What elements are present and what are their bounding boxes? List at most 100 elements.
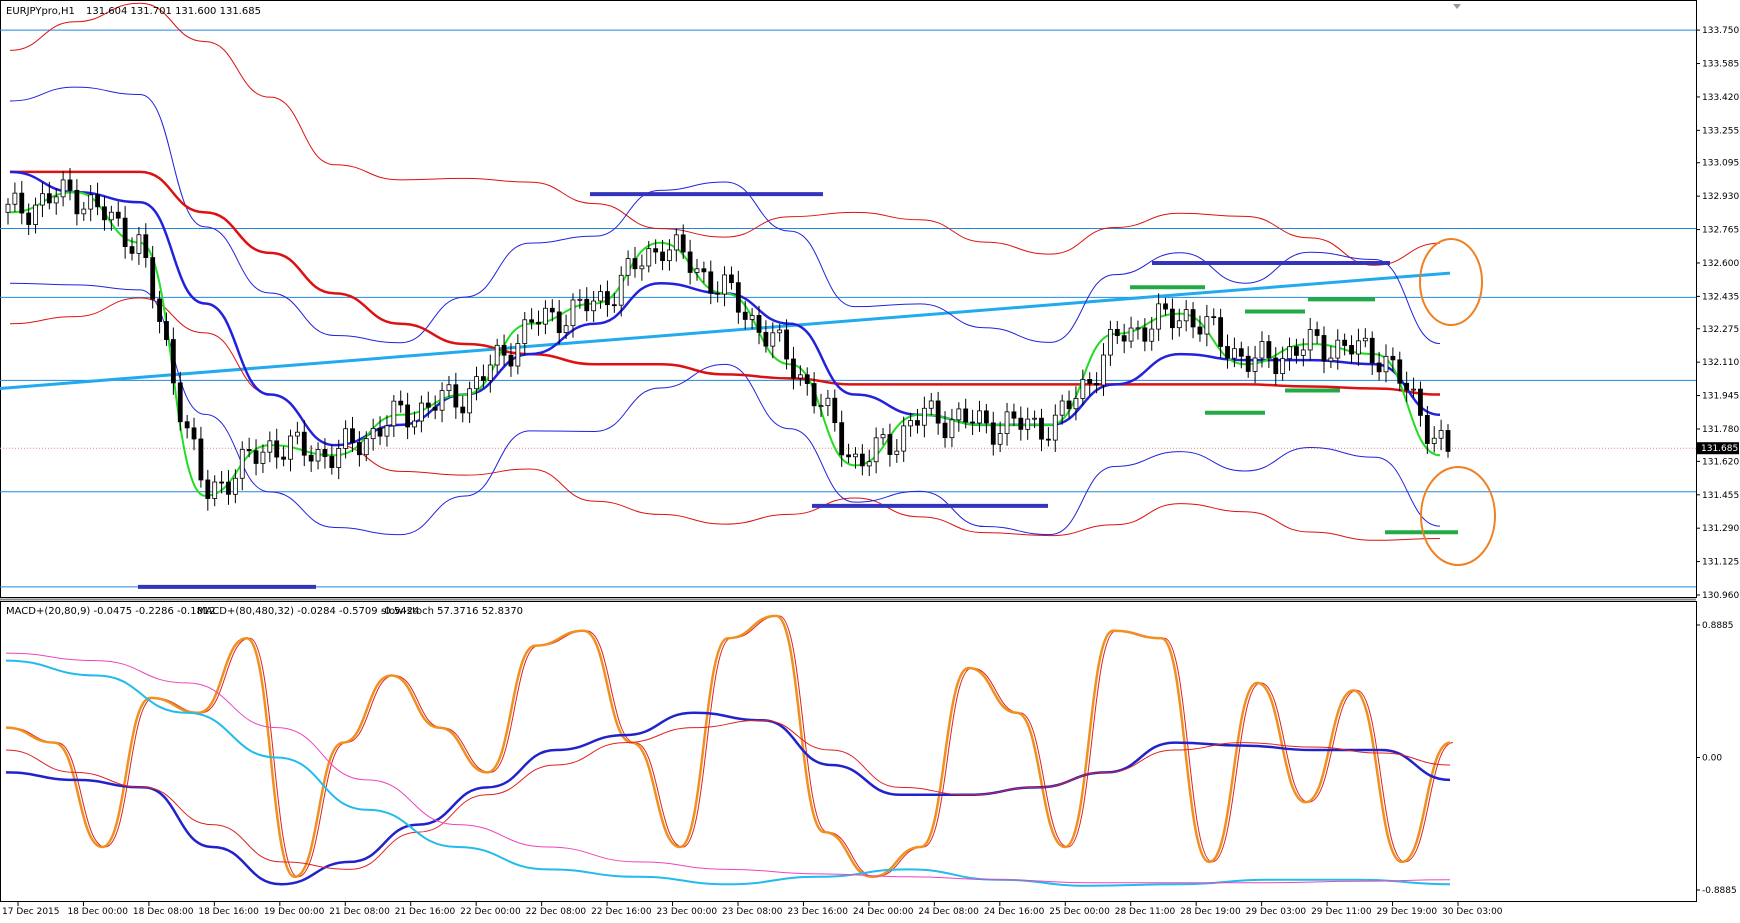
oscillator-lines [5,614,1454,887]
candle-body [1349,345,1354,355]
candle-body [1059,400,1065,416]
candle-body [673,234,679,251]
time-tick-label: 29 Dec 19:00 [1377,907,1438,917]
candle-body [81,208,87,215]
candle-body [432,406,438,411]
candle-body [618,274,624,306]
time-tick-label: 19 Dec 00:00 [264,907,325,917]
time-tick-label: 18 Dec 00:00 [67,907,128,917]
candle-body [1445,430,1451,452]
candle-body [1238,348,1244,357]
candle-body [129,246,135,254]
candle-body [660,251,665,262]
time-tick-label: 24 Dec 16:00 [984,907,1045,917]
candle-body [391,400,397,427]
candle-body [1266,341,1272,359]
current-price-box [1697,442,1739,455]
candle-body [853,453,858,458]
trendline[interactable] [0,271,1451,390]
candlesticks [5,168,1451,511]
price-tick-label: 132.110 [1702,358,1739,368]
candle-body [1080,379,1086,399]
price-tick-label: 133.255 [1702,126,1739,136]
candle-body [1149,328,1155,342]
candle-body [770,332,776,347]
candle-body [308,454,314,462]
candle-body [1211,316,1217,319]
price-tick-label: 132.600 [1702,259,1739,269]
candle-body [990,422,996,445]
candle-body [1411,388,1416,391]
candle-body [625,258,631,276]
candle-body [680,234,686,253]
scroll-marker-icon[interactable] [1453,4,1461,9]
candle-body [115,211,121,219]
candle-body [412,420,417,428]
candle-body [1259,341,1265,359]
candle-body [846,454,851,458]
candle-body [570,299,576,327]
candle-body [1128,327,1134,342]
candle-body [563,325,569,334]
highlight-circle-top[interactable] [1419,238,1483,326]
candle-body [184,421,190,429]
candle-body [481,376,486,381]
time-tick-label: 22 Dec 16:00 [591,907,652,917]
candle-body [1397,359,1403,384]
candle-body [584,298,590,312]
candle-body [88,194,94,210]
price-tick-label: 132.435 [1702,292,1739,302]
candle-body [446,384,452,391]
time-tick-label: 21 Dec 16:00 [395,907,456,917]
candle-body [667,249,672,262]
indicator-tick-label: 0.8885 [1702,621,1734,631]
candle-body [1287,346,1292,360]
candle-body [577,298,583,301]
price-tick-label: 133.750 [1702,26,1739,36]
candle-body [26,212,32,225]
time-tick-label: 24 Dec 08:00 [918,907,979,917]
candle-body [915,420,920,426]
candle-body [95,194,100,208]
candle-body [33,204,38,225]
candle-body [591,300,597,312]
candle-body [294,431,300,437]
candle-body [632,258,638,270]
candle-body [301,431,307,456]
candle-body [515,343,521,367]
candle-body [1101,354,1106,386]
candle-body [425,402,431,408]
price-tick-label: 130.960 [1702,591,1739,601]
candle-body [74,189,80,215]
candle-body [122,217,128,248]
candle-body [356,442,362,456]
candle-body [1032,417,1038,420]
candle-body [322,449,328,457]
highlight-circle-bottom[interactable] [1420,466,1496,566]
candle-body [1197,326,1203,335]
candle-body [797,374,803,379]
candle-body [19,192,25,214]
candle-body [150,257,156,300]
candle-body [1176,320,1182,329]
candle-body [701,268,707,273]
candle-body [811,383,817,407]
time-tick-label: 28 Dec 11:00 [1115,907,1176,917]
candle-body [742,311,748,320]
candle-body [598,291,603,302]
candle-body [329,456,335,468]
candle-body [818,405,824,408]
candle-body [983,410,989,424]
candle-body [556,311,562,334]
ma-mid-line [9,170,1441,447]
price-tick-label: 131.620 [1702,457,1739,467]
candle-body [494,344,500,366]
macd-fast-signal [5,719,1451,870]
candle-body [508,354,514,367]
macd1-label: MACD+(20,80,9) -0.0475 -0.2286 -0.1812 [6,606,216,617]
candle-body [908,420,913,427]
candle-body [722,274,727,295]
candle-body [1066,400,1072,410]
price-tick-label: 131.290 [1702,524,1739,534]
